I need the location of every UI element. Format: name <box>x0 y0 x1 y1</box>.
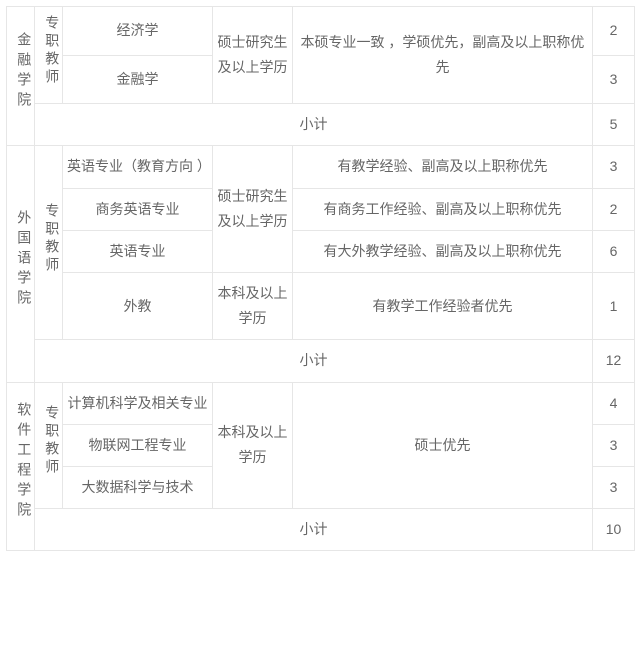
major-cell: 外教 <box>63 272 213 339</box>
major-cell: 英语专业 <box>63 230 213 272</box>
table-row: 商务英语专业 有商务工作经验、副高及以上职称优先2 <box>7 188 635 230</box>
major-cell: 物联网工程专业 <box>63 424 213 466</box>
role-cell: 专职教师 <box>35 146 63 340</box>
major-cell: 金融学 <box>63 55 213 104</box>
subtotal-label: 小计 <box>35 104 593 146</box>
count-cell: 6 <box>593 230 635 272</box>
requirement-cell: 硕士优先 <box>293 382 593 509</box>
requirement-cell: 有教学工作经验者优先 <box>293 272 593 339</box>
count-cell: 3 <box>593 424 635 466</box>
subtotal-label: 小计 <box>35 340 593 382</box>
requirement-cell: 有商务工作经验、副高及以上职称优先 <box>293 188 593 230</box>
count-cell: 2 <box>593 7 635 56</box>
role-label: 专职教师 <box>39 15 64 87</box>
edu-cell: 本科及以上学历 <box>213 382 293 509</box>
count-cell: 3 <box>593 55 635 104</box>
dept-label: 外国语学院 <box>11 210 36 310</box>
count-cell: 3 <box>593 146 635 188</box>
major-cell: 英语专业（教育方向 ） <box>63 146 213 188</box>
count-cell: 4 <box>593 382 635 424</box>
recruitment-table: 金融学院专职教师经济学硕士研究生及以上学历本硕专业一致 ，学硕优先，副高及以上职… <box>6 6 635 551</box>
count-cell: 2 <box>593 188 635 230</box>
table-row: 外教本科及以上学历有教学工作经验者优先1 <box>7 272 635 339</box>
role-cell: 专职教师 <box>35 7 63 104</box>
subtotal-value: 10 <box>593 509 635 551</box>
major-cell: 商务英语专业 <box>63 188 213 230</box>
subtotal-row: 小计12 <box>7 340 635 382</box>
requirement-cell: 有教学经验、副高及以上职称优先 <box>293 146 593 188</box>
subtotal-row: 小计10 <box>7 509 635 551</box>
subtotal-row: 小计5 <box>7 104 635 146</box>
role-cell: 专职教师 <box>35 382 63 509</box>
edu-cell: 本科及以上学历 <box>213 272 293 339</box>
table-row: 英语专业 有大外教学经验、副高及以上职称优先6 <box>7 230 635 272</box>
dept-cell: 软件工程学院 <box>7 382 35 551</box>
edu-cell: 硕士研究生及以上学历 <box>213 146 293 273</box>
subtotal-label: 小计 <box>35 509 593 551</box>
dept-cell: 外国语学院 <box>7 146 35 382</box>
requirement-cell: 有大外教学经验、副高及以上职称优先 <box>293 230 593 272</box>
table-row: 金融学院专职教师经济学硕士研究生及以上学历本硕专业一致 ，学硕优先，副高及以上职… <box>7 7 635 56</box>
major-cell: 计算机科学及相关专业 <box>63 382 213 424</box>
table-row: 软件工程学院专职教师计算机科学及相关专业本科及以上学历硕士优先4 <box>7 382 635 424</box>
dept-cell: 金融学院 <box>7 7 35 146</box>
subtotal-value: 12 <box>593 340 635 382</box>
count-cell: 1 <box>593 272 635 339</box>
count-cell: 3 <box>593 466 635 508</box>
major-cell: 经济学 <box>63 7 213 56</box>
role-label: 专职教师 <box>39 203 64 275</box>
subtotal-value: 5 <box>593 104 635 146</box>
table-row: 外国语学院专职教师英语专业（教育方向 ）硕士研究生及以上学历有教学经验、副高及以… <box>7 146 635 188</box>
edu-cell: 硕士研究生及以上学历 <box>213 7 293 104</box>
dept-label: 金融学院 <box>11 32 36 112</box>
requirement-cell: 本硕专业一致 ，学硕优先，副高及以上职称优先 <box>293 7 593 104</box>
dept-label: 软件工程学院 <box>11 402 36 522</box>
role-label: 专职教师 <box>39 405 64 477</box>
major-cell: 大数据科学与技术 <box>63 466 213 508</box>
